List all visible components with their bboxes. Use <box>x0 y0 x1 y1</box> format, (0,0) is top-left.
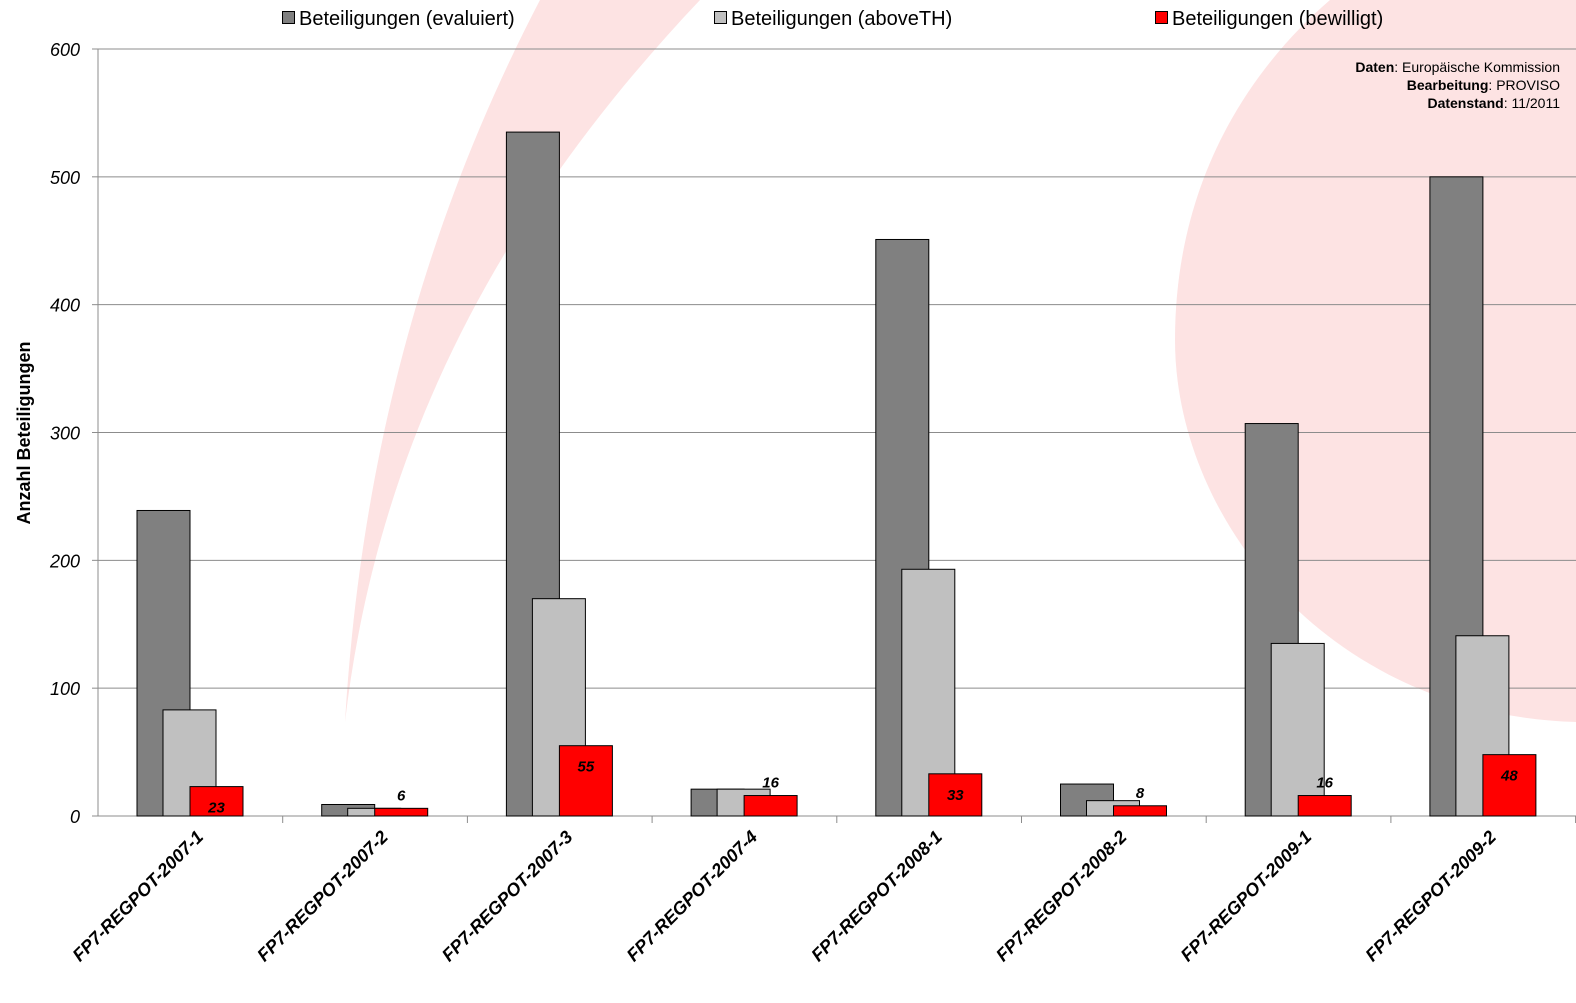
legend: Beteiligungen (evaluiert) Beteiligungen … <box>0 8 1576 34</box>
x-tick-labels: FP7-REGPOT-2007-1 FP7-REGPOT-2007-2 FP7-RE… <box>69 827 1501 966</box>
y-tick-label: 500 <box>50 168 80 188</box>
bar <box>1482 754 1537 817</box>
gridlines <box>92 48 1576 817</box>
legend-label: Beteiligungen (bewilligt) <box>1172 8 1384 30</box>
legend-label: Beteiligungen (evaluiert) <box>299 8 515 30</box>
data-label: 16 <box>1316 775 1333 792</box>
data-label: 55 <box>578 759 595 776</box>
data-label: 16 <box>762 775 779 792</box>
data-label: 33 <box>947 787 964 804</box>
legend-item-bewilligt: Beteiligungen (bewilligt) <box>1155 8 1383 31</box>
x-tick-label: FP7-REGPOT-2007-3 <box>438 827 577 966</box>
bar <box>928 773 983 817</box>
y-tick-label: 100 <box>50 679 80 699</box>
x-tick-label: FP7-REGPOT-2009-1 <box>1177 827 1316 966</box>
bar <box>1297 795 1352 817</box>
legend-swatch-aboveth <box>714 11 727 24</box>
legend-swatch-bewilligt <box>1155 11 1168 24</box>
data-label: 6 <box>397 787 406 804</box>
legend-label: Beteiligungen (aboveTH) <box>731 8 953 30</box>
bar <box>743 795 798 817</box>
x-tick-label: FP7-REGPOT-2007-4 <box>623 827 762 966</box>
y-tick-label: 600 <box>50 40 80 60</box>
x-tick-label: FP7-REGPOT-2008-2 <box>992 827 1131 966</box>
data-label: 8 <box>1136 785 1145 802</box>
bars <box>136 131 1537 817</box>
data-label: 48 <box>1500 768 1518 785</box>
legend-item-evaluiert: Beteiligungen (evaluiert) <box>282 8 515 31</box>
y-tick-labels: 0 100 200 300 400 500 600 <box>49 40 80 827</box>
credit-date: Datenstand: 11/2011 <box>1427 95 1560 111</box>
credit-editing: Bearbeitung: PROVISO <box>1406 77 1560 93</box>
data-labels: 23 6 55 16 33 8 16 48 <box>207 759 1518 817</box>
x-tick-label: FP7-REGPOT-2008-1 <box>807 827 946 966</box>
x-tick-label: FP7-REGPOT-2007-1 <box>69 827 208 966</box>
y-tick-label: 0 <box>70 807 80 827</box>
credit-data: Daten: Europäische Kommission <box>1355 59 1560 75</box>
x-tick-label: FP7-REGPOT-2007-2 <box>253 827 392 966</box>
legend-swatch-evaluiert <box>282 11 295 24</box>
legend-item-aboveth: Beteiligungen (aboveTH) <box>714 8 952 31</box>
bar <box>1270 642 1325 817</box>
bar <box>189 786 244 817</box>
bar <box>558 745 613 817</box>
source-credits: Daten: Europäische Kommission Bearbeitun… <box>1355 58 1560 112</box>
x-tick-label: FP7-REGPOT-2009-2 <box>1361 827 1500 966</box>
bar <box>374 807 429 817</box>
data-label: 23 <box>207 800 225 817</box>
bar <box>1113 805 1167 817</box>
y-axis-label: Anzahl Beteiligungen <box>14 341 34 524</box>
y-tick-label: 300 <box>50 424 80 444</box>
y-tick-label: 200 <box>49 551 80 571</box>
y-tick-label: 400 <box>50 296 80 316</box>
